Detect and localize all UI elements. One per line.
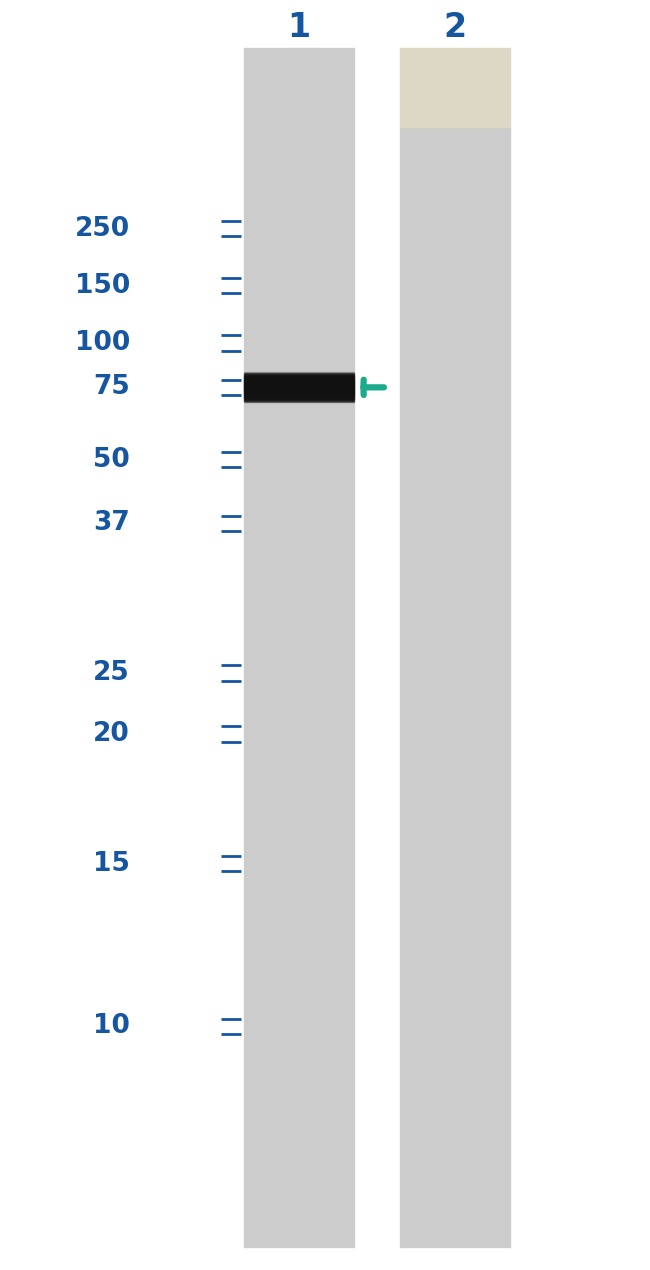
Text: 150: 150 <box>75 273 130 298</box>
Text: 100: 100 <box>75 330 130 356</box>
Text: 20: 20 <box>93 721 130 747</box>
Text: 25: 25 <box>93 660 130 686</box>
Text: 50: 50 <box>93 447 130 472</box>
Text: 75: 75 <box>93 375 130 400</box>
Text: 15: 15 <box>93 851 130 876</box>
Text: 1: 1 <box>287 11 311 44</box>
Text: 250: 250 <box>75 216 130 241</box>
Text: 2: 2 <box>443 11 467 44</box>
Text: 37: 37 <box>93 511 130 536</box>
Text: 10: 10 <box>93 1013 130 1039</box>
